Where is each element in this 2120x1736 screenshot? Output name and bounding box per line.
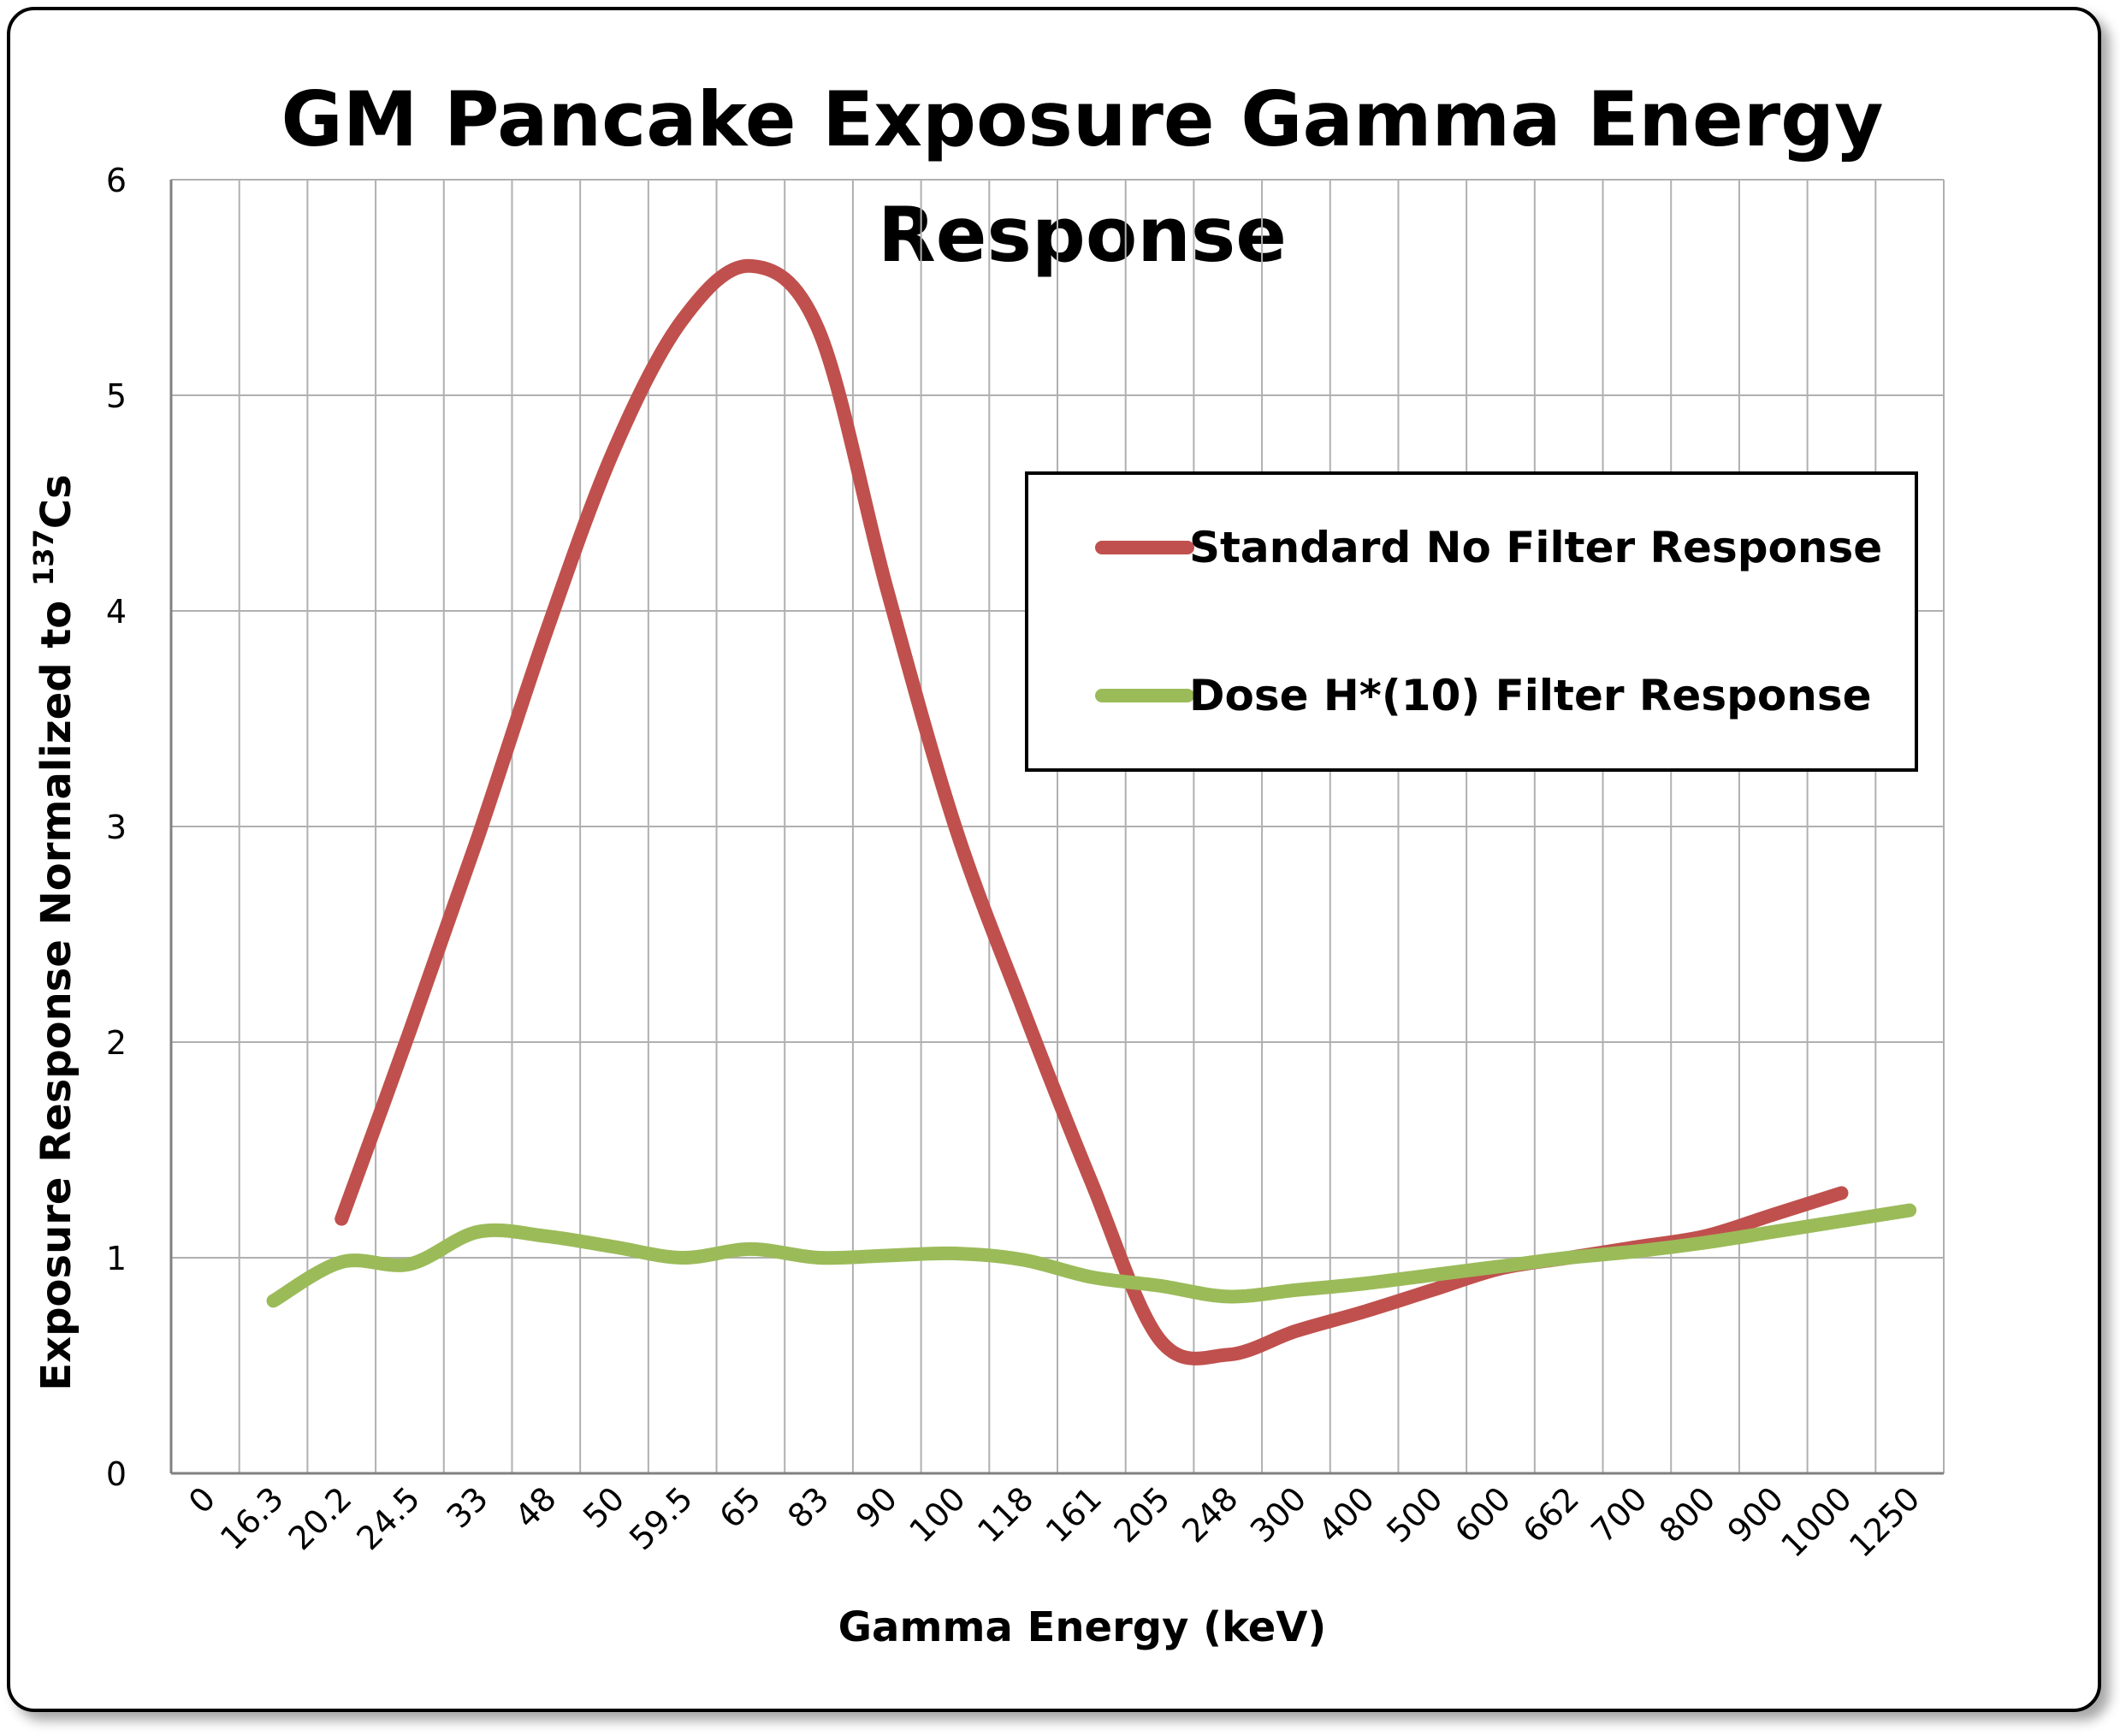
x-tick-label: 500 [1379,1479,1449,1549]
series-line-standard-no-filter [335,258,1849,1366]
y-axis-label-end: Cs [33,474,80,529]
x-tick-label: 300 [1243,1479,1313,1549]
y-tick-label: 5 [106,377,127,415]
axes [169,180,1944,1475]
y-axis-label: Exposure Response Normalized to 137Cs [27,474,80,1390]
x-tick-label: 118 [970,1479,1040,1549]
chart-title-line2: Response [878,191,1287,279]
x-tick-label: 0 [181,1479,222,1520]
x-tick-label: 1250 [1842,1479,1928,1565]
y-tick-label: 6 [106,162,127,199]
x-axis-label: Gamma Energy (keV) [838,1603,1327,1651]
x-tick-label: 16.3 [213,1479,291,1557]
x-tick-label: 83 [780,1479,836,1535]
grid [170,179,1945,1474]
legend-label-dose: Dose H*(10) Filter Response [1189,671,1872,720]
y-tick-label: 0 [106,1455,127,1493]
y-tick-label: 1 [106,1240,127,1277]
chart-title-line1: GM Pancake Exposure Gamma Energy [281,75,1884,163]
x-tick-label: 600 [1448,1479,1518,1549]
y-axis-label-main: Exposure Response Normalized to [33,586,80,1391]
x-tick-label: 33 [440,1479,495,1535]
x-tick-label: 205 [1107,1479,1177,1549]
x-tick-label: 161 [1039,1479,1109,1549]
legend: Standard No Filter Response Dose H*(10) … [1025,471,1918,772]
legend-label-standard: Standard No Filter Response [1189,523,1882,572]
chart-frame [7,7,2101,1712]
legend-box [1025,471,1918,772]
x-tick-label: 65 [712,1479,767,1535]
y-tick-label: 2 [106,1024,127,1062]
x-tick-label: 700 [1584,1479,1654,1549]
x-tick-label: 248 [1175,1479,1245,1549]
x-tick-label: 1000 [1774,1479,1859,1565]
x-tick-label: 400 [1312,1479,1382,1549]
x-tick-label: 100 [902,1479,972,1549]
x-tick-label: 90 [849,1479,904,1535]
series-line-dose-h10-filter [266,1203,1917,1308]
x-tick-label: 662 [1516,1479,1586,1549]
y-tick-label: 4 [106,593,127,631]
x-tick-label: 24.5 [349,1479,427,1557]
x-tick-label: 800 [1652,1479,1722,1549]
series-lines [266,258,1917,1366]
x-tick-label: 48 [507,1479,563,1535]
x-tick-label: 59.5 [622,1479,700,1557]
y-tick-label: 3 [106,809,127,846]
y-axis-label-superscript: 137 [27,529,60,586]
x-tick-label: 50 [576,1479,631,1535]
x-tick-label: 20.2 [281,1479,359,1557]
y-tick-labels: 0 1 2 3 4 5 6 [106,162,127,1493]
